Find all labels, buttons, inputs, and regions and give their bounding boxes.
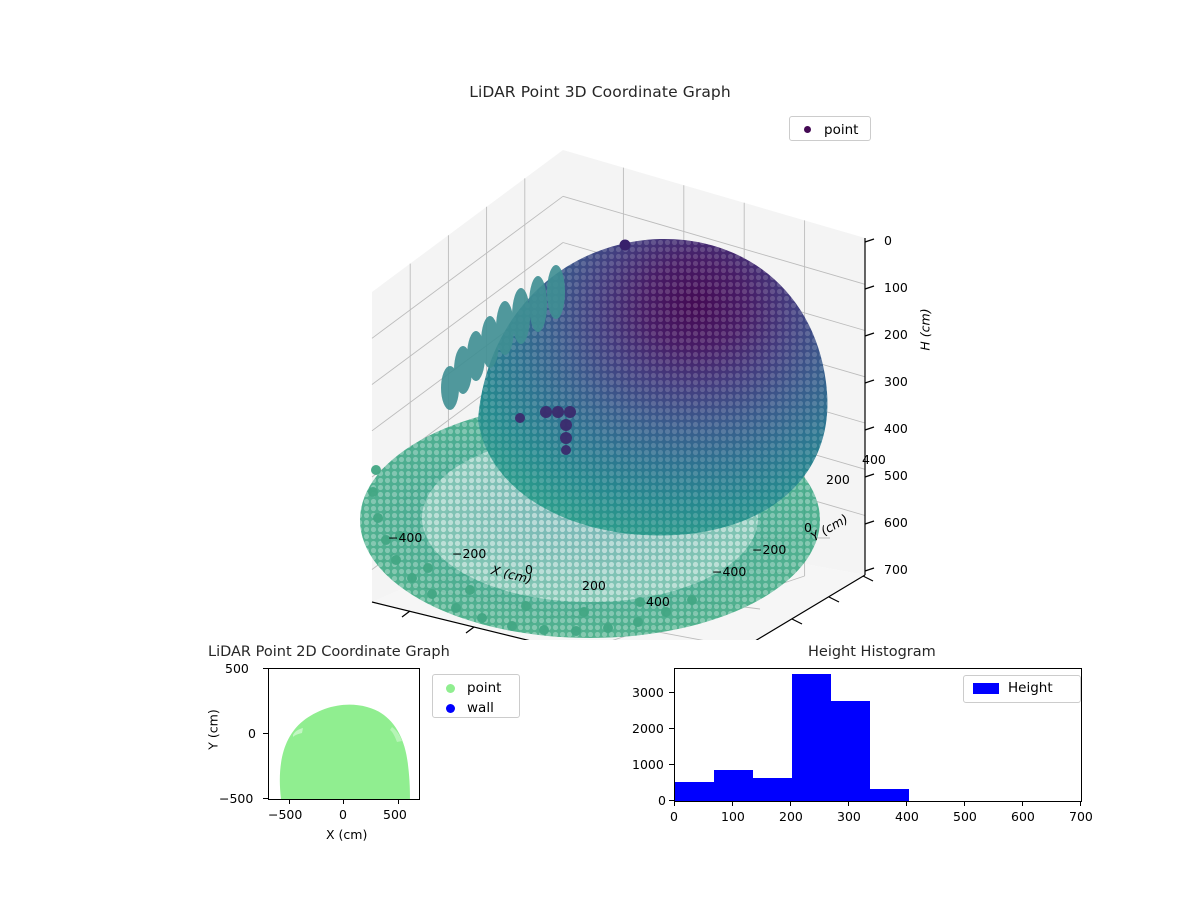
- plot3d-spines: [371, 238, 866, 640]
- plot2d-ytick-2: −500: [219, 791, 254, 806]
- plot2d-legend: point wall: [432, 674, 520, 718]
- plot2d-ytick-mark-0: [263, 668, 268, 670]
- plot2d-title: LiDAR Point 2D Coordinate Graph: [208, 644, 450, 660]
- legend-label: point: [824, 121, 859, 138]
- hist-xtick-mark-4: [906, 801, 908, 806]
- plot2d-xtick-mark-0: [289, 799, 291, 804]
- hist-ytick-0: 0: [658, 793, 666, 808]
- histogram-bar: [675, 782, 714, 801]
- legend-item-point: point: [433, 678, 519, 698]
- plot2d-ytick-mark-1: [263, 733, 268, 735]
- hist-ytick-2: 2000: [632, 721, 664, 736]
- hist-ytick-mark-0: [669, 800, 674, 802]
- plot3d-zaxis-label: H (cm): [917, 308, 933, 351]
- hist-xtick-mark-0: [674, 801, 676, 806]
- plot2d-point-region: [279, 704, 410, 799]
- plot3d-title: LiDAR Point 3D Coordinate Graph: [469, 83, 731, 101]
- legend-item-point: point: [790, 119, 870, 140]
- plot3d-xtick-0: −400: [388, 530, 423, 545]
- plot3d-ytick-1: −200: [752, 542, 787, 557]
- hist-ytick-mark-2: [669, 728, 674, 730]
- hist-xtick-mark-3: [848, 801, 850, 806]
- hist-xtick-3: 300: [837, 809, 861, 824]
- hist-xtick-1: 100: [721, 809, 745, 824]
- plot2d-ytick-1: 0: [248, 726, 256, 741]
- legend-label: wall: [467, 700, 494, 716]
- circle-marker-icon: [433, 703, 467, 713]
- hist-ytick-mark-1: [669, 764, 674, 766]
- plot2d-ytick-mark-2: [263, 798, 268, 800]
- hist-ytick-3: 3000: [632, 685, 664, 700]
- hist-xtick-6: 600: [1011, 809, 1035, 824]
- plot3d-ticks: [401, 238, 875, 634]
- histogram-bar: [713, 770, 753, 801]
- plot2d-xtick-mark-2: [398, 799, 400, 804]
- cloud-feature-cluster: [515, 406, 576, 455]
- hist-ytick-mark-3: [669, 692, 674, 694]
- plot2d-xtick-1: 0: [339, 807, 347, 822]
- histogram-bar: [831, 700, 870, 801]
- plot3d-ztick-7: 700: [884, 562, 908, 577]
- plot2d-xtick-2: 500: [383, 807, 407, 822]
- plot3d-point-cloud: [360, 238, 828, 638]
- plot3d-ztick-6: 600: [884, 515, 908, 530]
- plot3d-xtick-3: 200: [582, 578, 606, 593]
- plot3d-ztick-4: 400: [884, 421, 908, 436]
- plot3d-ztick-0: 0: [884, 233, 892, 248]
- plot3d-xtick-4: 400: [646, 594, 670, 609]
- histogram-axes: [674, 668, 1082, 802]
- legend-label: point: [467, 680, 502, 696]
- histogram-title: Height Histogram: [808, 644, 936, 660]
- hist-xtick-mark-2: [790, 801, 792, 806]
- circle-marker-icon: [790, 126, 824, 133]
- plot3d-ztick-2: 200: [884, 327, 908, 342]
- legend-item-wall: wall: [433, 698, 519, 718]
- hist-xtick-2: 200: [779, 809, 803, 824]
- plot3d-ytick-4: 400: [862, 452, 886, 467]
- cloud-apex-point: [619, 239, 631, 251]
- plot2d-panel: LiDAR Point 2D Coordinate Graph 500 0 −5…: [180, 630, 560, 870]
- plot3d-legend: point: [789, 116, 871, 141]
- hist-xtick-5: 500: [953, 809, 977, 824]
- plot3d-xtick-1: −200: [452, 546, 487, 561]
- plot3d-ytick-0: −400: [712, 564, 747, 579]
- hist-xtick-mark-7: [1080, 801, 1082, 806]
- hist-ytick-1: 1000: [632, 757, 664, 772]
- plot2d-axes: [268, 668, 420, 800]
- plot3d-ztick-3: 300: [884, 374, 908, 389]
- histogram-bar: [752, 778, 792, 801]
- plot3d-ztick-1: 100: [884, 280, 908, 295]
- plot3d-ztick-5: 500: [884, 468, 908, 483]
- plot3d-xtick-2: 0: [525, 562, 533, 577]
- rect-marker-icon: [964, 682, 1008, 694]
- plot3d-ytick-2: 0: [804, 520, 812, 535]
- histogram-legend: Height: [963, 675, 1081, 703]
- histogram-bar: [869, 789, 909, 801]
- plot3d-axes: −400 −200 0 200 400 −400 −200 0 200 400 …: [300, 120, 940, 640]
- legend-label: Height: [1008, 680, 1053, 696]
- histogram-panel: Height Histogram 0 1000 2000 3000 0 100 …: [620, 630, 1120, 870]
- hist-xtick-4: 400: [895, 809, 919, 824]
- hist-xtick-7: 700: [1069, 809, 1093, 824]
- histogram-bar: [791, 674, 832, 801]
- plot2d-yaxis-label: Y (cm): [205, 709, 221, 750]
- plot2d-xtick-mark-1: [343, 799, 345, 804]
- plot2d-xtick-0: −500: [268, 807, 303, 822]
- plot2d-ytick-0: 500: [225, 661, 249, 676]
- legend-item-height: Height: [964, 678, 1080, 698]
- plot3d-canvas: [360, 150, 875, 640]
- hist-xtick-0: 0: [670, 809, 678, 824]
- plot3d-ytick-3: 200: [826, 472, 850, 487]
- hist-xtick-mark-1: [732, 801, 734, 806]
- circle-marker-icon: [433, 683, 467, 693]
- plot2d-xaxis-label: X (cm): [326, 827, 368, 842]
- hist-xtick-mark-5: [964, 801, 966, 806]
- hist-xtick-mark-6: [1022, 801, 1024, 806]
